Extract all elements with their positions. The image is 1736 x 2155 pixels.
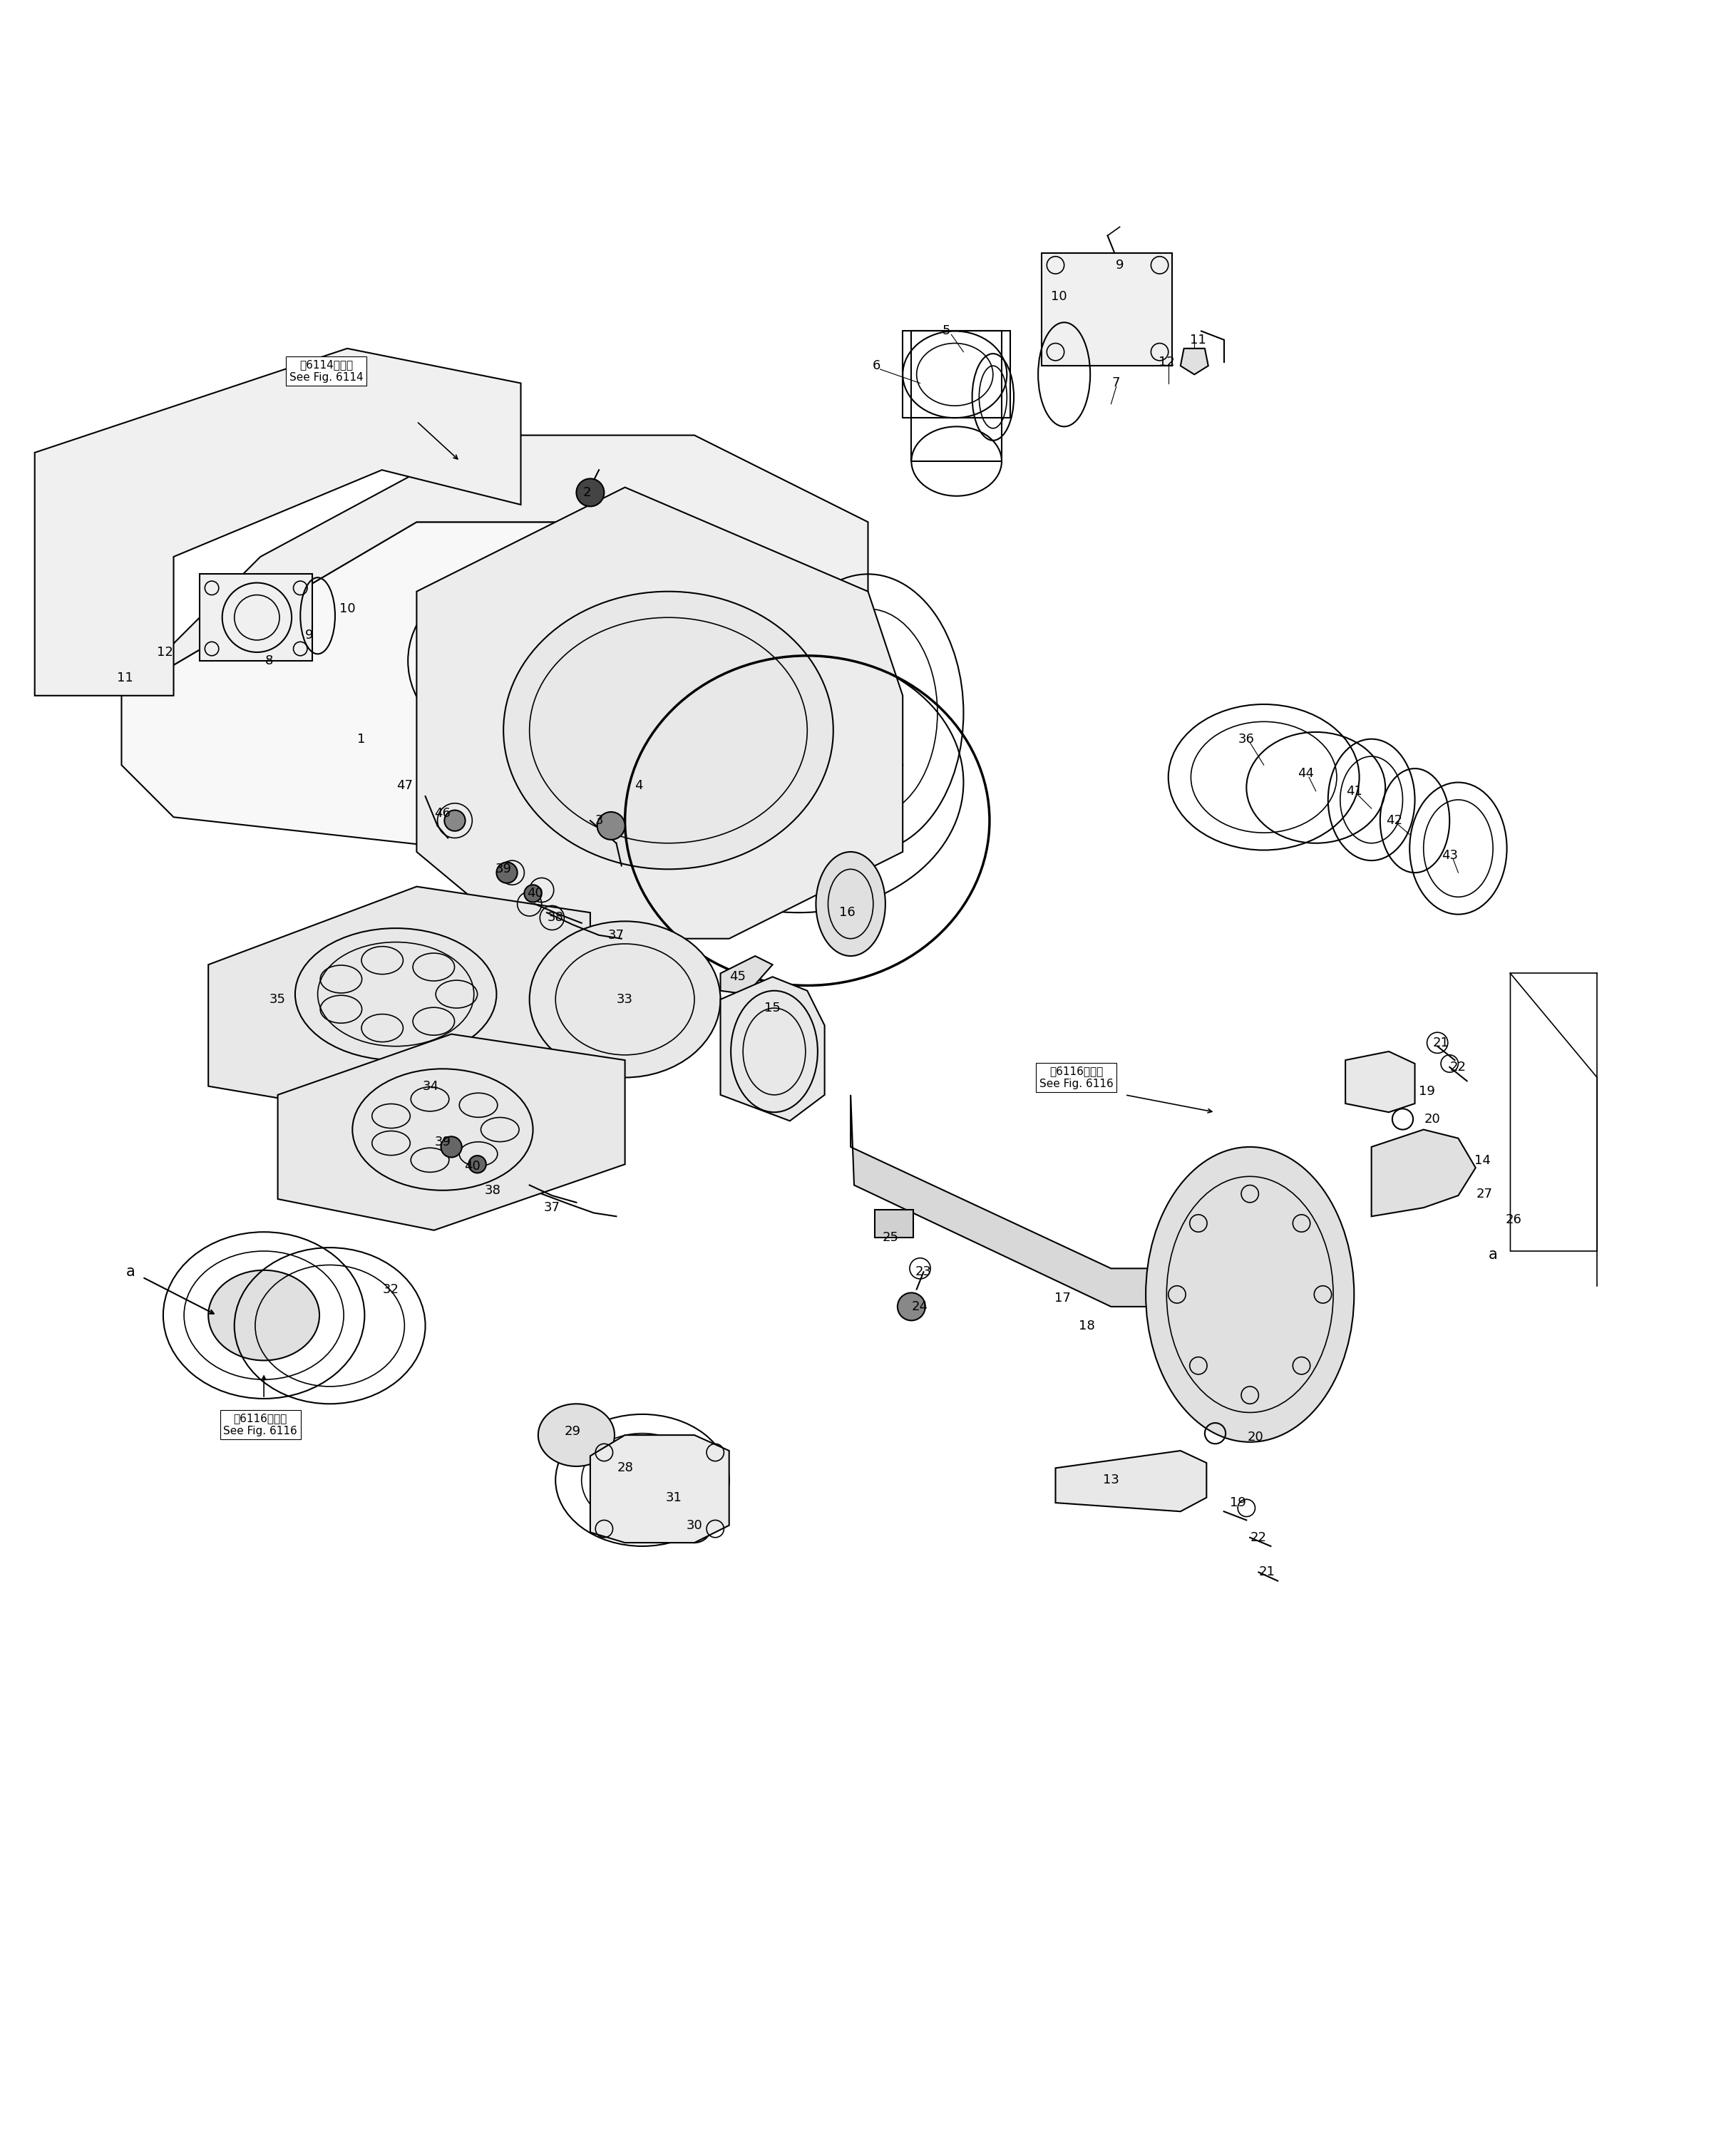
Text: 3: 3 bbox=[595, 815, 602, 828]
Circle shape bbox=[496, 862, 517, 884]
Polygon shape bbox=[1055, 1450, 1207, 1511]
Bar bbox=[903, 332, 1010, 418]
Text: 20: 20 bbox=[1424, 1112, 1441, 1125]
Text: 19: 19 bbox=[1229, 1496, 1246, 1508]
Text: 21: 21 bbox=[1432, 1037, 1450, 1049]
Text: 45: 45 bbox=[729, 970, 746, 983]
Polygon shape bbox=[122, 435, 868, 696]
Circle shape bbox=[441, 1136, 462, 1157]
Circle shape bbox=[469, 1155, 486, 1172]
Text: 13: 13 bbox=[1102, 1474, 1120, 1487]
Text: 6: 6 bbox=[873, 360, 880, 373]
Text: 第6114図参照
See Fig. 6114: 第6114図参照 See Fig. 6114 bbox=[290, 360, 363, 384]
Polygon shape bbox=[1345, 1052, 1415, 1112]
Text: 5: 5 bbox=[943, 325, 950, 338]
Text: 1: 1 bbox=[358, 733, 365, 746]
Text: 42: 42 bbox=[1385, 815, 1403, 828]
Text: 14: 14 bbox=[1474, 1155, 1491, 1168]
Text: 44: 44 bbox=[1297, 767, 1314, 780]
Circle shape bbox=[898, 1293, 925, 1321]
Text: 28: 28 bbox=[616, 1461, 634, 1474]
Circle shape bbox=[444, 810, 465, 832]
Text: 39: 39 bbox=[495, 862, 512, 875]
Text: 31: 31 bbox=[665, 1491, 682, 1504]
Bar bbox=[1042, 252, 1172, 366]
Text: 8: 8 bbox=[266, 655, 273, 668]
Text: 18: 18 bbox=[1078, 1319, 1095, 1332]
Bar bbox=[200, 573, 312, 662]
Text: 46: 46 bbox=[434, 808, 451, 821]
Text: 10: 10 bbox=[339, 603, 356, 614]
Polygon shape bbox=[417, 487, 903, 940]
Bar bbox=[875, 1209, 913, 1237]
Ellipse shape bbox=[529, 922, 720, 1078]
Text: 20: 20 bbox=[1246, 1431, 1264, 1444]
Text: 10: 10 bbox=[1050, 291, 1068, 304]
Text: 37: 37 bbox=[608, 929, 625, 942]
Polygon shape bbox=[122, 522, 903, 851]
Text: 29: 29 bbox=[564, 1424, 582, 1437]
Bar bbox=[911, 332, 1002, 461]
Text: 12: 12 bbox=[1158, 356, 1175, 369]
Text: 9: 9 bbox=[306, 629, 312, 642]
Ellipse shape bbox=[816, 851, 885, 957]
Text: 30: 30 bbox=[686, 1519, 703, 1532]
Text: 27: 27 bbox=[1476, 1187, 1493, 1200]
Polygon shape bbox=[1371, 1129, 1476, 1215]
Polygon shape bbox=[208, 886, 590, 1116]
Text: 26: 26 bbox=[1505, 1213, 1522, 1226]
Text: 40: 40 bbox=[464, 1159, 481, 1172]
Text: a: a bbox=[125, 1265, 135, 1280]
Polygon shape bbox=[590, 1435, 729, 1543]
Text: 4: 4 bbox=[635, 780, 642, 793]
Text: 23: 23 bbox=[915, 1265, 932, 1278]
Polygon shape bbox=[851, 1095, 1250, 1306]
Text: 32: 32 bbox=[382, 1282, 399, 1295]
Text: 2: 2 bbox=[583, 487, 590, 500]
Text: 17: 17 bbox=[1054, 1291, 1071, 1304]
Text: 36: 36 bbox=[1238, 733, 1255, 746]
Text: 12: 12 bbox=[156, 646, 174, 659]
Circle shape bbox=[597, 812, 625, 840]
Text: 35: 35 bbox=[269, 993, 286, 1006]
Text: 15: 15 bbox=[764, 1002, 781, 1015]
Polygon shape bbox=[35, 349, 521, 696]
Text: 9: 9 bbox=[1116, 259, 1123, 272]
Text: 40: 40 bbox=[526, 888, 543, 901]
Ellipse shape bbox=[503, 590, 833, 868]
Ellipse shape bbox=[538, 1403, 615, 1465]
Circle shape bbox=[524, 886, 542, 903]
Polygon shape bbox=[278, 1034, 625, 1231]
Text: 22: 22 bbox=[1450, 1060, 1467, 1073]
Text: 24: 24 bbox=[911, 1299, 929, 1312]
Ellipse shape bbox=[208, 1269, 319, 1360]
Text: 41: 41 bbox=[1345, 784, 1363, 797]
Text: 21: 21 bbox=[1259, 1567, 1276, 1580]
Text: 37: 37 bbox=[543, 1200, 561, 1213]
Text: 25: 25 bbox=[882, 1231, 899, 1243]
Text: 38: 38 bbox=[484, 1183, 502, 1196]
Text: 16: 16 bbox=[838, 907, 856, 918]
Text: 第6116図参照
See Fig. 6116: 第6116図参照 See Fig. 6116 bbox=[1040, 1067, 1113, 1088]
Ellipse shape bbox=[1146, 1146, 1354, 1442]
Text: 19: 19 bbox=[1418, 1084, 1436, 1097]
Text: 39: 39 bbox=[434, 1136, 451, 1149]
Text: 11: 11 bbox=[116, 672, 134, 685]
Polygon shape bbox=[1180, 349, 1208, 375]
Polygon shape bbox=[720, 957, 773, 993]
Text: 33: 33 bbox=[616, 993, 634, 1006]
Text: a: a bbox=[1488, 1248, 1498, 1261]
Text: 11: 11 bbox=[1189, 334, 1207, 347]
Text: 22: 22 bbox=[1250, 1530, 1267, 1543]
Polygon shape bbox=[720, 976, 825, 1121]
Text: 第6116図参照
See Fig. 6116: 第6116図参照 See Fig. 6116 bbox=[224, 1414, 297, 1435]
Text: 43: 43 bbox=[1441, 849, 1458, 862]
Text: 47: 47 bbox=[396, 780, 413, 793]
Text: 38: 38 bbox=[547, 912, 564, 924]
Text: 34: 34 bbox=[422, 1080, 439, 1093]
Circle shape bbox=[576, 478, 604, 506]
Text: 7: 7 bbox=[1113, 377, 1120, 390]
